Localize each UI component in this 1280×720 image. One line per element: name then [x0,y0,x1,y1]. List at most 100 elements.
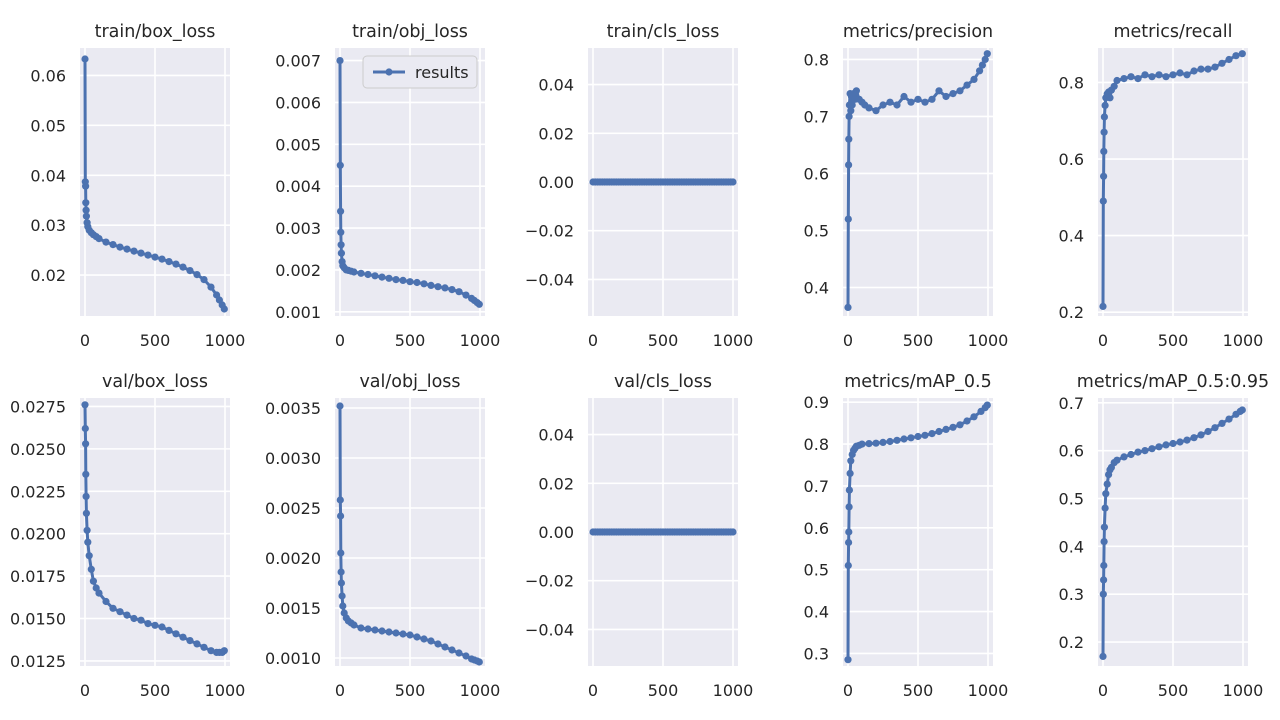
data-point [1127,73,1135,81]
data-point [455,288,463,296]
y-tick-label: 0.04 [538,76,574,95]
data-point [337,579,345,587]
y-tick-label: 0.8 [804,435,829,454]
data-point [95,589,103,597]
data-point [220,305,228,313]
y-tick-label: −0.04 [525,620,574,639]
data-point [186,637,194,645]
data-point [1100,147,1108,155]
y-tick-label: 0.4 [1059,537,1084,556]
y-tick-label: 0.6 [804,519,829,538]
data-point [336,161,344,169]
y-tick-label: 0.00 [538,523,574,542]
data-point [116,608,124,616]
panel-val-cls-loss: 0 500 1000 −0.04 −0.02 0.00 0.02 0.04 val/cls_lo… [525,372,753,700]
data-point [350,268,358,276]
y-tick-label: 0.7 [804,107,829,126]
data-point [165,258,173,266]
data-point [1141,71,1149,79]
data-point [1197,65,1205,73]
data-point [1120,453,1128,461]
data-point [193,271,201,279]
x-tick-label: 1000 [460,681,501,700]
data-point [337,207,345,215]
data-point [847,107,855,115]
panel-val-box-loss: 0 500 1000 0.0125 0.0150 0.0175 0.0200 0.0225 0.… [10,372,245,700]
data-point [1211,424,1219,432]
data-point [337,249,345,257]
data-point [886,437,894,446]
data-point [95,235,103,243]
data-point [81,424,89,433]
data-point [935,87,943,95]
data-point [448,286,456,294]
data-point [82,470,90,478]
data-point [1100,113,1108,121]
data-point [1100,128,1108,136]
y-tick-label: 0.04 [538,426,574,445]
data-point [130,614,138,623]
data-point [865,104,873,112]
y-tick-label: 0.00 [538,173,574,192]
data-point [844,561,852,570]
data-point [1225,415,1233,423]
x-tick-label: 1000 [205,681,246,700]
data-point [455,649,463,657]
data-point [81,401,89,409]
data-point [1176,69,1184,77]
data-point [970,413,978,421]
data-point [413,633,421,641]
data-point [928,430,936,438]
data-point [935,427,943,436]
data-point [1190,67,1198,75]
data-point [1183,71,1191,79]
data-point [1102,490,1110,498]
data-point [130,247,138,255]
data-point [337,228,345,236]
data-point [1120,75,1128,83]
data-point [981,55,989,64]
y-tick-label: 0.5 [804,221,829,240]
y-tick-label: 0.0175 [10,567,66,586]
data-point [82,440,90,448]
data-point [462,291,470,299]
data-point [921,98,929,106]
data-point [475,658,483,666]
y-tick-label: 0.0250 [10,440,66,459]
data-point [976,67,984,75]
data-point [848,101,856,109]
data-point [448,646,456,654]
y-tick-label: 0.0025 [265,499,321,518]
data-point [179,263,187,271]
x-tick-label: 0 [80,681,90,700]
data-point [82,492,90,500]
data-point [928,95,936,103]
data-point [872,439,880,447]
y-tick-label: 0.7 [1059,394,1084,413]
data-point [338,592,346,600]
data-point [729,178,737,186]
data-point [337,241,345,249]
panel-train-obj-loss: 0 500 1000 0.001 0.002 0.003 0.004 0.005 0.006 0.… [275,22,500,350]
data-point [1155,443,1163,451]
y-tick-label: 0.2 [1059,633,1084,652]
x-tick-label: 1000 [968,331,1009,350]
data-point [337,549,345,557]
data-point [441,643,449,651]
x-tick-label: 1000 [205,331,246,350]
y-tick-label: 0.03 [30,216,66,235]
chart-title: metrics/precision [843,22,993,42]
data-point [81,55,89,63]
data-point [151,621,159,629]
data-point [1099,590,1107,598]
data-point [963,81,971,89]
y-tick-label: 0.0200 [10,525,66,544]
data-point [84,538,92,546]
data-point [123,611,131,619]
panel-metrics-recall: 0 500 1000 0.2 0.4 0.6 0.8 metrics/recall [1059,22,1264,350]
data-point [1225,55,1233,64]
x-tick-label: 0 [843,681,853,700]
data-point [907,434,915,442]
y-tick-label: 0.005 [275,135,321,154]
data-point [900,435,908,443]
